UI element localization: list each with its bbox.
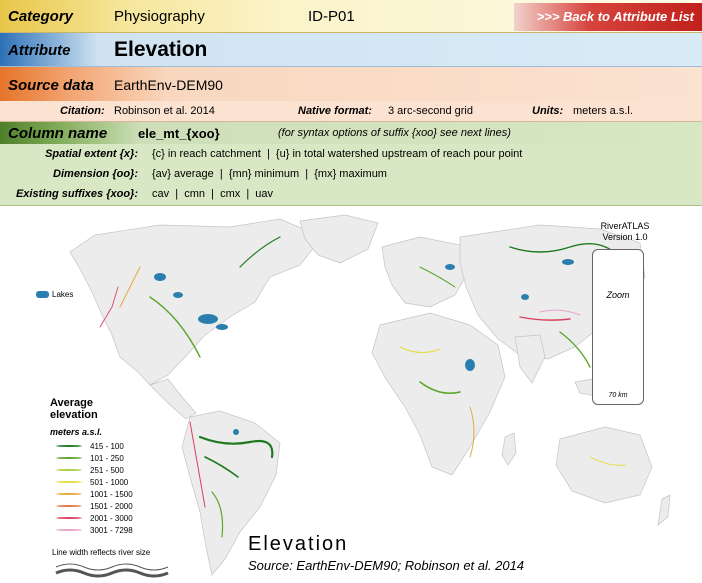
lakes [154, 259, 574, 435]
column-name-value: ele_mt_{xoo} [138, 126, 220, 141]
existing-suffixes-value: cav | cmn | cmx | uav [152, 188, 274, 200]
legend-line-swatch [56, 493, 82, 495]
zoom-inset: Zoom 70 km [592, 249, 644, 405]
legend-item: 251 - 500 [50, 465, 170, 477]
dimension-row: Dimension {oo}: {av} average | {mn} mini… [0, 164, 702, 184]
version-label: Version 1.0 [602, 232, 648, 242]
attribute-label: Attribute [8, 42, 71, 59]
native-format-value: 3 arc-second grid [388, 105, 473, 117]
legend-line-swatch [56, 457, 82, 459]
legend-item: 101 - 250 [50, 453, 170, 465]
source-value: EarthEnv-DEM90 [114, 77, 223, 93]
legend-item-label: 501 - 1000 [90, 478, 129, 487]
attribute-id: ID-P01 [308, 8, 355, 25]
lake-swatch [36, 291, 49, 299]
legend-item-label: 101 - 250 [90, 454, 124, 463]
citation-row: Citation: Robinson et al. 2014 Native fo… [0, 101, 702, 122]
legend-item: 3001 - 7298 [50, 525, 170, 537]
elevation-legend: Average elevation meters a.s.l. 415 - 10… [50, 397, 170, 537]
width-sample-thick [55, 568, 169, 578]
column-name-row: Column name ele_mt_{xoo} (for syntax opt… [0, 122, 702, 144]
legend-item-label: 415 - 100 [90, 442, 124, 451]
units-label: Units: [532, 105, 564, 117]
legend-item-label: 3001 - 7298 [90, 526, 133, 535]
map-source-note: Source: EarthEnv-DEM90; Robinson et al. … [248, 558, 525, 573]
river-network [99, 236, 626, 538]
legend-item: 1001 - 1500 [50, 489, 170, 501]
spatial-extent-label: Spatial extent {x}: [45, 148, 138, 160]
attribute-value: Elevation [114, 38, 208, 61]
legend-item: 1501 - 2000 [50, 501, 170, 513]
units-value: meters a.s.l. [573, 105, 633, 117]
legend-line-swatch [56, 529, 82, 531]
line-width-note: Line width reflects river size [52, 548, 151, 557]
source-row: Source data EarthEnv-DEM90 [0, 67, 702, 101]
legend-items: 415 - 100 101 - 250 251 - 500 501 - 1000 100… [50, 441, 170, 537]
dimension-value: {av} average | {mn} minimum | {mx} maxim… [152, 168, 387, 180]
attribute-row: Attribute Elevation [0, 33, 702, 67]
legend-item-label: 1001 - 1500 [90, 490, 133, 499]
map-title: Elevation [248, 533, 349, 555]
citation-value: Robinson et al. 2014 [114, 105, 215, 117]
legend-title: Average elevation [50, 397, 98, 421]
category-label: Category [8, 8, 74, 25]
legend-line-swatch [56, 469, 82, 471]
back-to-attribute-list-link[interactable]: >>> Back to Attribute List [514, 3, 702, 31]
lakes-legend-label: Lakes [52, 290, 74, 299]
width-sample-thin [55, 563, 169, 571]
riveratlas-label: RiverATLAS [600, 221, 650, 231]
category-row: Category Physiography ID-P01 >>> Back to… [0, 0, 702, 33]
native-format-label: Native format: [298, 105, 372, 117]
legend-item-label: 251 - 500 [90, 466, 124, 475]
legend-unit: meters a.s.l. [50, 427, 103, 437]
category-value: Physiography [114, 8, 205, 25]
zoom-label: Zoom [606, 290, 630, 300]
spatial-extent-value: {c} in reach catchment | {u} in total wa… [152, 148, 523, 160]
legend-item-label: 1501 - 2000 [90, 502, 133, 511]
legend-line-swatch [56, 505, 82, 507]
dimension-label: Dimension {oo}: [53, 168, 138, 180]
column-name-label: Column name [8, 125, 108, 142]
spatial-extent-row: Spatial extent {x}: {c} in reach catchme… [0, 144, 702, 164]
elevation-map: Lakes Average elevation meters a.s.l. 41… [0, 207, 702, 583]
lakes-legend: Lakes [36, 290, 73, 299]
scale-bar-label: 70 km [608, 392, 628, 399]
legend-line-swatch [56, 445, 82, 447]
legend-item: 501 - 1000 [50, 477, 170, 489]
source-label: Source data [8, 77, 94, 94]
riveratlas-badge: RiverATLAS Version 1.0 [580, 221, 670, 243]
existing-suffixes-row: Existing suffixes {xoo}: cav | cmn | cmx… [0, 184, 702, 206]
existing-suffixes-label: Existing suffixes {xoo}: [15, 188, 138, 200]
column-name-note: (for syntax options of suffix {xoo} see … [278, 127, 511, 139]
legend-item-label: 2001 - 3000 [90, 514, 133, 523]
legend-line-swatch [56, 481, 82, 483]
citation-label: Citation: [60, 105, 105, 117]
legend-item: 415 - 100 [50, 441, 170, 453]
legend-line-swatch [56, 517, 82, 519]
legend-item: 2001 - 3000 [50, 513, 170, 525]
